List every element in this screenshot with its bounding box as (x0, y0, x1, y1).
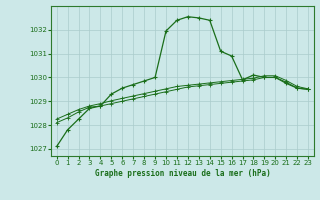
X-axis label: Graphe pression niveau de la mer (hPa): Graphe pression niveau de la mer (hPa) (94, 169, 270, 178)
